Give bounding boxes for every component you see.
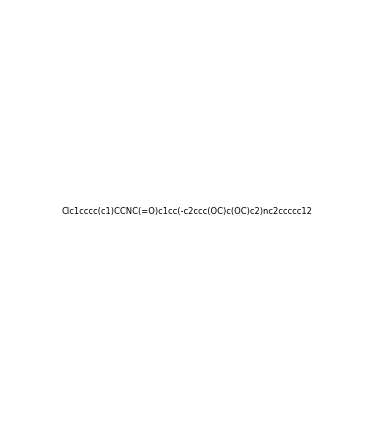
Text: Clc1cccc(c1)CCNC(=O)c1cc(-c2ccc(OC)c(OC)c2)nc2ccccc12: Clc1cccc(c1)CCNC(=O)c1cc(-c2ccc(OC)c(OC)…: [62, 207, 312, 216]
